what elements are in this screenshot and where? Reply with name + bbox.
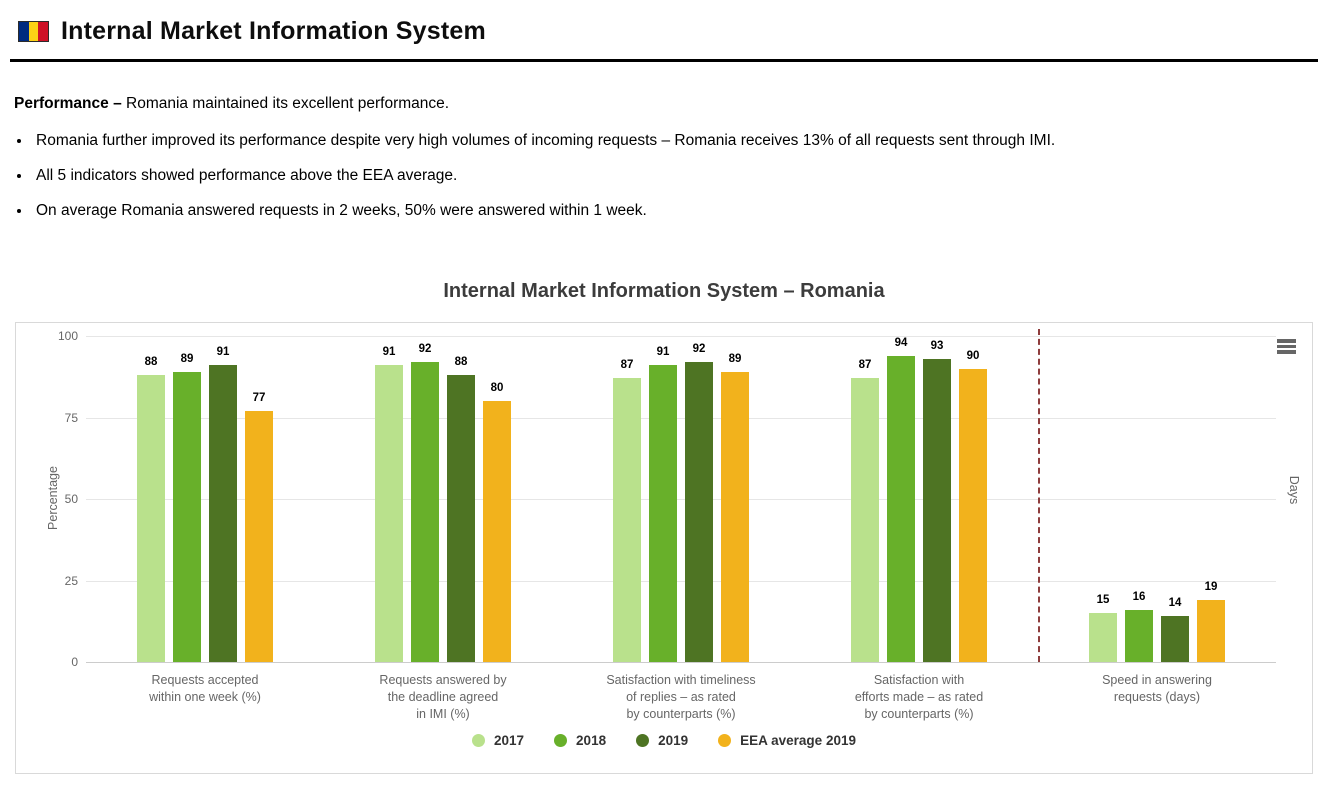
summary-bullet: All 5 indicators showed performance abov… (32, 167, 1328, 185)
bar-value-label: 87 (620, 359, 634, 372)
page-title: Internal Market Information System (61, 17, 486, 45)
bar-2017[interactable] (613, 378, 641, 662)
y-axis-tick-label: 0 (71, 655, 78, 669)
bar-2018[interactable] (173, 371, 201, 662)
bar-eea-average-2019[interactable] (721, 371, 749, 662)
performance-label: Performance – (14, 95, 122, 112)
legend-label: 2018 (576, 733, 607, 748)
y-axis-tick-label: 75 (64, 410, 78, 425)
x-axis-category-label: Requests accepted within one week (%) (149, 673, 261, 704)
chart-container: Percentage Days 2017 2018 2019 EEA average … (15, 322, 1313, 774)
bar-value-label: 14 (1168, 597, 1182, 610)
x-axis-category-label: Satisfaction with efforts made – as rate… (854, 673, 984, 721)
bar-2018[interactable] (649, 365, 677, 662)
performance-summary: Performance – Romania maintained its exc… (14, 95, 1328, 113)
bar-value-label: 88 (454, 356, 468, 369)
axis-separator-dashed-line (1038, 329, 1040, 662)
bar-eea-average-2019[interactable] (1197, 600, 1225, 662)
legend-label: 2017 (494, 733, 525, 748)
summary-bullet: On average Romania answered requests in … (32, 202, 1328, 220)
page-header: Internal Market Information System (0, 0, 1328, 46)
bar-2019[interactable] (209, 365, 237, 662)
summary-bullet-list: Romania further improved its performance… (32, 132, 1328, 220)
bar-value-label: 19 (1204, 581, 1218, 594)
legend-marker-icon (554, 734, 568, 747)
bar-2017[interactable] (1089, 613, 1117, 662)
y-axis-tick-label: 25 (64, 573, 78, 588)
bar-2018[interactable] (1125, 609, 1153, 662)
bar-value-label: 89 (728, 352, 742, 365)
bar-value-label: 92 (418, 343, 432, 356)
gridline (86, 417, 1276, 419)
performance-text: Romania maintained its excellent perform… (121, 95, 450, 112)
bar-2017[interactable] (375, 365, 403, 662)
bar-eea-average-2019[interactable] (245, 410, 273, 662)
x-axis-category-label: Speed in answering requests (days) (1102, 673, 1212, 704)
header-divider (10, 59, 1318, 62)
bar-value-label: 77 (252, 391, 266, 404)
gridline (86, 662, 1276, 663)
legend-item-2018[interactable]: 2018 (554, 733, 606, 748)
chart-title: Internal Market Information System – Rom… (443, 280, 885, 302)
bar-value-label: 16 (1132, 590, 1146, 603)
bar-value-label: 89 (180, 352, 194, 365)
y-axis-title-right: Days (1287, 475, 1301, 505)
bar-2019[interactable] (685, 362, 713, 662)
bar-2019[interactable] (447, 375, 475, 662)
bar-value-label: 88 (144, 356, 158, 369)
bar-value-label: 91 (382, 346, 396, 359)
gridline (86, 580, 1276, 582)
bar-value-label: 91 (656, 346, 670, 359)
bar-2018[interactable] (887, 355, 915, 662)
bar-2019[interactable] (1161, 616, 1189, 662)
bar-value-label: 87 (858, 359, 872, 372)
bar-value-label: 15 (1096, 594, 1110, 607)
bar-value-label: 92 (692, 343, 706, 356)
summary-bullet: Romania further improved its performance… (32, 132, 1328, 150)
bar-value-label: 93 (930, 339, 944, 352)
legend-label: EEA average 2019 (740, 733, 856, 748)
legend-marker-icon (472, 734, 485, 747)
chart-legend: 2017 2018 2019 EEA average 2019 (16, 733, 1312, 748)
legend-marker-icon (718, 734, 732, 747)
x-axis-category-label: Requests answered by the deadline agreed… (379, 673, 507, 721)
gridline (86, 499, 1276, 500)
legend-item-2017[interactable]: 2017 (472, 733, 524, 748)
bar-eea-average-2019[interactable] (483, 401, 511, 662)
bar-value-label: 90 (966, 349, 980, 362)
legend-item-2019[interactable]: 2019 (636, 733, 688, 748)
bar-2017[interactable] (851, 378, 879, 662)
legend-item-eea-average-2019[interactable]: EEA average 2019 (718, 733, 856, 748)
bar-value-label: 80 (490, 382, 504, 395)
romania-flag-icon (18, 21, 49, 42)
legend-label: 2019 (658, 733, 689, 748)
bar-2018[interactable] (411, 362, 439, 662)
chart-menu-hamburger-icon[interactable] (1277, 339, 1296, 356)
legend-marker-icon (636, 734, 650, 747)
x-axis-category-label: Satisfaction with timeliness of replies … (606, 673, 756, 721)
y-axis-tick-label: 100 (57, 329, 78, 343)
y-axis-tick-label: 50 (64, 492, 78, 506)
bar-value-label: 94 (894, 336, 908, 349)
bar-eea-average-2019[interactable] (959, 368, 987, 662)
bar-value-label: 91 (216, 346, 230, 359)
bar-2017[interactable] (137, 375, 165, 662)
gridline (86, 336, 1276, 337)
bar-2019[interactable] (923, 358, 951, 662)
